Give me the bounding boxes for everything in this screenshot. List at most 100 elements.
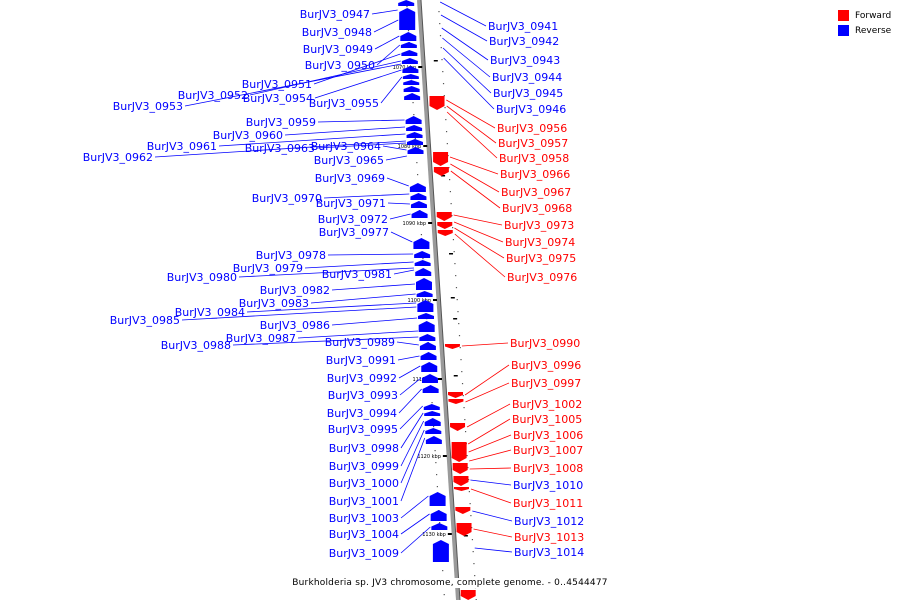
forward-gene-label: BurJV3_0942 [489, 35, 559, 48]
dot-mark [450, 203, 452, 205]
reverse-leader-line [400, 526, 431, 554]
dot-mark [412, 102, 414, 104]
legend-reverse-label: Reverse [855, 25, 892, 36]
dot-mark [468, 479, 470, 481]
reverse-leader-line [316, 142, 407, 149]
reverse-leader-line [399, 405, 423, 430]
reverse-gene-label: BurJV3_0963 [245, 142, 315, 155]
reverse-leader-line [314, 69, 402, 99]
dot-mark [451, 215, 453, 217]
forward-gene-glyph [436, 212, 452, 221]
dot-mark [441, 59, 443, 61]
dot-mark [473, 563, 475, 565]
reverse-gene-glyph [405, 116, 422, 124]
small-feature-mark [449, 253, 454, 255]
dot-mark [449, 191, 451, 193]
forward-gene-glyph [451, 442, 467, 462]
dot-mark [436, 486, 438, 488]
dot-mark [449, 179, 451, 181]
reverse-gene-label: BurJV3_0989 [325, 336, 395, 349]
reverse-leader-line [181, 306, 417, 321]
forward-leader-line [446, 111, 498, 159]
forward-gene-label: BurJV3_1011 [513, 497, 583, 510]
forward-leader-line [453, 214, 503, 226]
reverse-gene-glyph [413, 238, 430, 249]
reverse-gene-glyph [414, 251, 431, 258]
forward-gene-label: BurJV3_0941 [488, 20, 558, 33]
dot-mark [469, 503, 471, 505]
forward-leader-line [467, 418, 511, 445]
reverse-gene-label: BurJV3_0959 [246, 116, 316, 129]
reverse-leader-line [323, 193, 410, 199]
reverse-gene-glyph [425, 436, 442, 444]
dot-mark [440, 47, 442, 49]
ruler-label: 1070 kbp [393, 65, 417, 71]
dot-mark [439, 23, 441, 25]
forward-gene-glyph [455, 507, 471, 514]
reverse-gene-label: BurJV3_0969 [315, 172, 385, 185]
reverse-leader-line [246, 302, 417, 313]
reverse-gene-label: BurJV3_0979 [233, 262, 303, 275]
forward-gene-label: BurJV3_0990 [510, 337, 580, 350]
ruler-tick [433, 299, 437, 301]
forward-gene-glyph [448, 392, 464, 398]
dot-mark [455, 287, 458, 289]
chromosome-backbone [417, 0, 461, 600]
legend-forward: Forward [838, 8, 891, 23]
ruler-label: 1100 kbp [407, 298, 431, 304]
small-feature-mark [433, 60, 438, 62]
forward-leader-line [440, 14, 488, 42]
reverse-swatch [838, 25, 849, 36]
reverse-leader-line [313, 53, 401, 85]
reverse-gene-label: BurJV3_0981 [322, 268, 392, 281]
dot-mark [431, 402, 433, 404]
forward-gene-glyph [450, 423, 466, 431]
dot-mark [414, 138, 416, 140]
reverse-gene-glyph [414, 260, 431, 266]
reverse-gene-label: BurJV3_0980 [167, 271, 237, 284]
reverse-gene-label: BurJV3_0988 [161, 339, 231, 352]
forward-gene-label: BurJV3_0996 [511, 359, 581, 372]
reverse-gene-glyph [415, 278, 432, 290]
reverse-gene-label: BurJV3_0950 [305, 59, 375, 72]
reverse-gene-label: BurJV3_0978 [256, 249, 326, 262]
reverse-strand-track [398, 0, 449, 562]
reverse-leader-line [331, 283, 416, 291]
reverse-leader-line [385, 155, 407, 161]
reverse-leader-line [399, 377, 422, 396]
reverse-leader-line [380, 76, 403, 104]
dot-mark [439, 35, 442, 37]
reverse-gene-glyph [415, 268, 432, 276]
reverse-leader-line [397, 355, 420, 361]
strand-legend: Forward Reverse [838, 8, 891, 38]
dot-mark [445, 119, 447, 121]
forward-gene-glyph [444, 344, 460, 349]
reverse-leader-line [249, 60, 401, 96]
reverse-gene-glyph [403, 80, 420, 85]
forward-leader-line [465, 382, 510, 403]
reverse-leader-line [386, 177, 409, 187]
reverse-gene-label: BurJV3_0954 [243, 92, 313, 105]
small-feature-mark [441, 175, 446, 177]
reverse-gene-glyph [401, 58, 418, 64]
dot-mark [474, 575, 476, 577]
reverse-gene-label: BurJV3_0993 [328, 389, 398, 402]
dot-mark [413, 114, 415, 116]
reverse-gene-glyph [400, 32, 417, 41]
dot-mark [453, 251, 455, 253]
map-caption: Burkholderia sp. JV3 chromosome, complet… [0, 578, 900, 588]
forward-gene-label: BurJV3_0968 [502, 202, 572, 215]
dot-mark [468, 491, 470, 493]
forward-gene-glyph [433, 167, 449, 176]
reverse-leader-line [304, 261, 414, 269]
forward-gene-label: BurJV3_1008 [513, 462, 583, 475]
forward-gene-label: BurJV3_0976 [507, 271, 577, 284]
forward-leader-line [450, 163, 500, 193]
reverse-gene-glyph [406, 125, 423, 131]
reverse-leader-line [154, 140, 406, 158]
reverse-gene-glyph [423, 404, 440, 410]
forward-gene-label: BurJV3_1007 [513, 444, 583, 457]
reverse-gene-glyph [398, 0, 415, 6]
reverse-gene-glyph [422, 385, 439, 393]
